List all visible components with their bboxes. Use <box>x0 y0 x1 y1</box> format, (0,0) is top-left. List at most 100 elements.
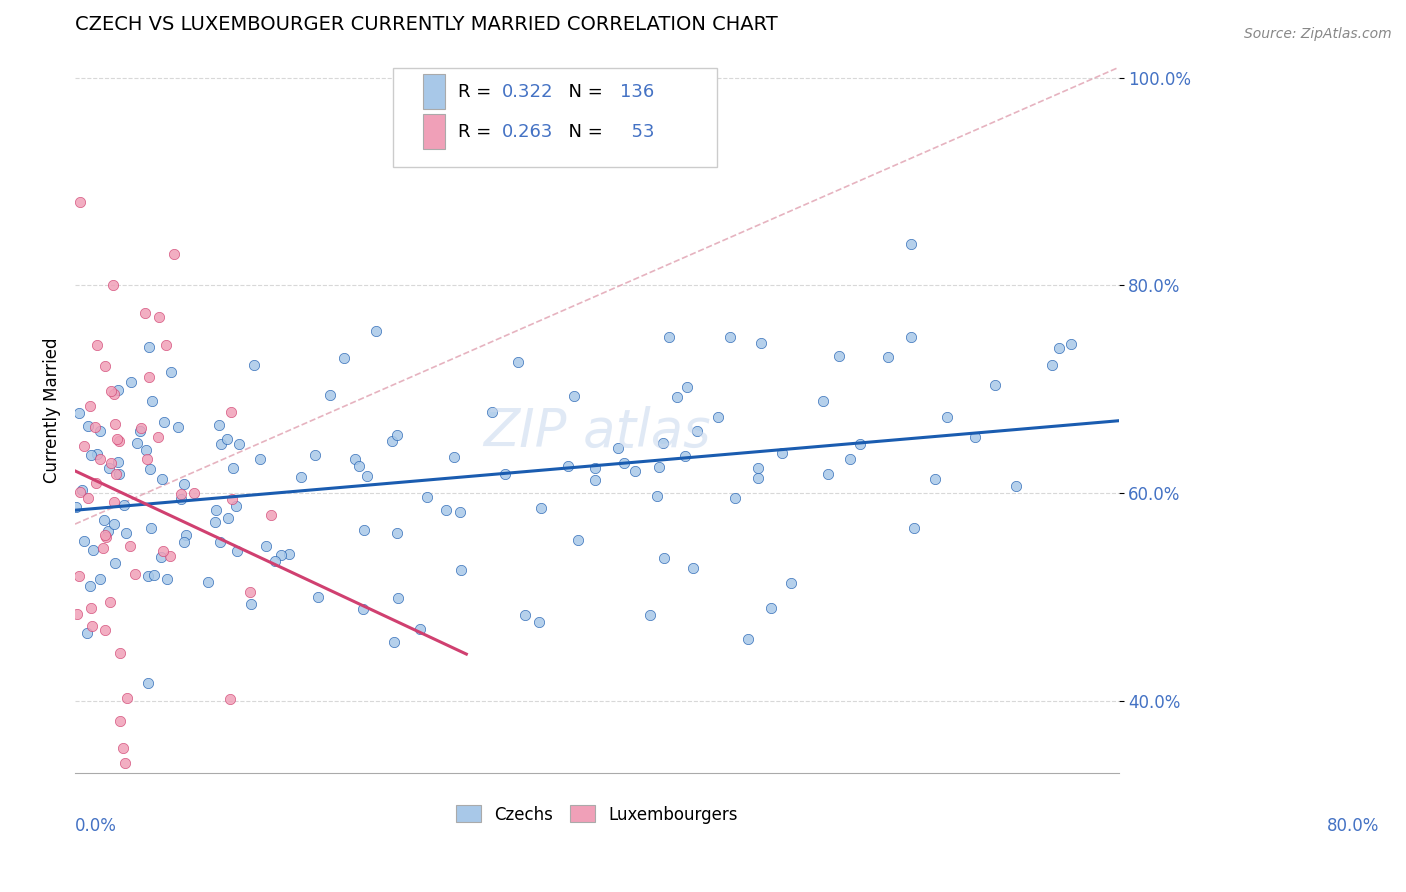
Point <box>163 247 186 261</box>
Point <box>105 432 128 446</box>
Point <box>583 460 606 475</box>
Point <box>718 330 741 344</box>
Point <box>675 379 697 393</box>
Point <box>103 495 125 509</box>
Text: CZECH VS LUXEMBOURGER CURRENTLY MARRIED CORRELATION CHART: CZECH VS LUXEMBOURGER CURRENTLY MARRIED … <box>75 15 778 34</box>
Point <box>658 330 681 344</box>
Point <box>513 608 536 623</box>
Point <box>97 524 120 538</box>
Text: 53: 53 <box>620 123 654 141</box>
Point <box>217 510 239 524</box>
Point <box>924 472 946 486</box>
Point <box>69 195 91 210</box>
Point <box>416 490 439 504</box>
Point <box>173 477 195 491</box>
Point <box>105 467 128 481</box>
Y-axis label: Currently Married: Currently Married <box>44 337 60 483</box>
Point <box>170 491 193 506</box>
Point <box>665 390 688 404</box>
Point <box>780 576 803 591</box>
Point <box>385 526 408 541</box>
FancyBboxPatch shape <box>423 74 446 109</box>
Point <box>156 572 179 586</box>
Point <box>80 619 103 633</box>
Point <box>114 525 136 540</box>
Point <box>89 572 111 586</box>
Point <box>443 450 465 464</box>
Point <box>115 691 138 706</box>
FancyBboxPatch shape <box>423 114 446 149</box>
Point <box>838 451 860 466</box>
Point <box>530 500 553 515</box>
Point <box>817 467 839 481</box>
Point <box>89 451 111 466</box>
Point <box>100 384 122 398</box>
Point <box>228 437 250 451</box>
Point <box>557 459 579 474</box>
Point <box>215 432 238 446</box>
Point <box>562 389 585 403</box>
Point <box>183 486 205 500</box>
Point <box>152 544 174 558</box>
Point <box>76 625 98 640</box>
Point <box>134 306 156 320</box>
Point <box>239 585 262 599</box>
Point <box>900 330 922 344</box>
Point <box>124 567 146 582</box>
Point <box>125 435 148 450</box>
Point <box>290 469 312 483</box>
Point <box>107 467 129 482</box>
Point <box>167 420 190 434</box>
Point <box>1004 479 1026 493</box>
Point <box>69 484 91 499</box>
Point <box>160 365 183 379</box>
Point <box>648 460 671 475</box>
Point <box>450 563 472 577</box>
Text: Source: ZipAtlas.com: Source: ZipAtlas.com <box>1244 27 1392 41</box>
Point <box>319 388 342 402</box>
Point <box>66 607 89 621</box>
Point <box>312 797 335 812</box>
Point <box>527 615 550 629</box>
Point <box>221 491 243 506</box>
Point <box>747 471 769 485</box>
Point <box>107 383 129 397</box>
Point <box>86 338 108 352</box>
Point <box>84 419 107 434</box>
Point <box>652 551 675 566</box>
Text: 80.0%: 80.0% <box>1327 817 1379 835</box>
Point <box>828 349 851 363</box>
Point <box>1060 337 1083 351</box>
Point <box>138 340 160 354</box>
Point <box>221 405 243 419</box>
Point <box>136 675 159 690</box>
Point <box>277 547 299 561</box>
Point <box>567 533 589 547</box>
Point <box>382 634 405 648</box>
Point <box>139 462 162 476</box>
Point <box>963 430 986 444</box>
Point <box>770 446 793 460</box>
Point <box>270 548 292 562</box>
Point <box>128 425 150 439</box>
Point <box>155 338 177 352</box>
Point <box>624 464 647 478</box>
Text: 0.263: 0.263 <box>502 123 553 141</box>
Point <box>93 359 115 373</box>
Point <box>110 714 132 729</box>
Point <box>93 541 115 555</box>
Point <box>84 475 107 490</box>
Point <box>136 451 159 466</box>
Point <box>254 539 277 553</box>
Point <box>114 756 136 770</box>
Point <box>77 491 100 505</box>
Point <box>120 539 142 553</box>
Point <box>583 473 606 487</box>
Point <box>204 516 226 530</box>
Point <box>747 460 769 475</box>
Point <box>900 237 922 252</box>
Text: ZIP atlas: ZIP atlas <box>484 406 710 458</box>
Point <box>682 561 704 575</box>
Point <box>613 456 636 470</box>
Point <box>333 351 356 365</box>
